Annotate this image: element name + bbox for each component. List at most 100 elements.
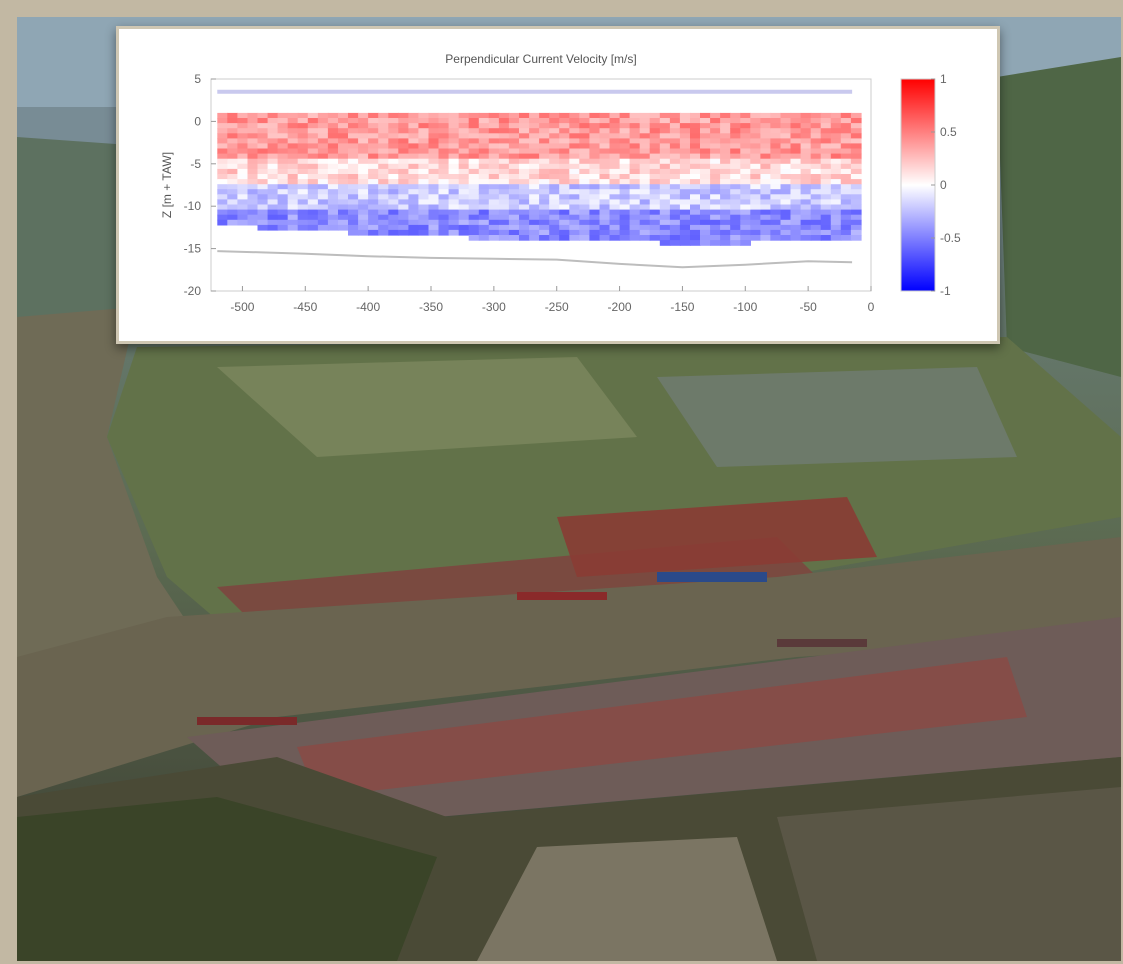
heatmap-cell (297, 199, 309, 206)
heatmap-cell (800, 209, 812, 216)
heatmap-cell (438, 163, 450, 170)
heatmap-cell (539, 163, 550, 170)
heatmap-cell (448, 168, 460, 175)
heatmap-cell (760, 224, 772, 231)
heatmap-cell (237, 204, 249, 211)
heatmap-cell (830, 118, 842, 124)
heatmap-cell (800, 214, 812, 221)
heatmap-cell (257, 214, 269, 221)
heatmap-cell (559, 128, 570, 134)
heatmap-cell (659, 184, 671, 190)
heatmap-cell (227, 112, 238, 119)
heatmap-cell (539, 204, 550, 211)
heatmap-cell (388, 209, 399, 216)
heatmap-cell (247, 189, 259, 195)
heatmap-cell (448, 133, 460, 139)
heatmap-cell (529, 174, 540, 180)
heatmap-cell (609, 138, 621, 145)
heatmap-cell (438, 123, 450, 129)
heatmap-cell (559, 143, 570, 150)
heatmap-cell (307, 133, 319, 139)
heatmap-cell (760, 138, 772, 145)
heatmap-cell (519, 123, 530, 129)
heatmap-cell (478, 174, 490, 180)
heatmap-cell (368, 214, 379, 221)
colorbar-tick-label: 0.5 (940, 125, 957, 139)
heatmap-cell (317, 158, 329, 165)
heatmap-cell (810, 153, 822, 160)
heatmap-cell (760, 219, 772, 226)
heatmap-cell (800, 118, 812, 124)
heatmap-cell (287, 189, 299, 195)
heatmap-cell (629, 112, 641, 119)
heatmap-cell (760, 118, 772, 124)
heatmap-cell (478, 194, 490, 200)
heatmap-cell (448, 148, 460, 155)
heatmap-cell (428, 209, 440, 216)
heatmap-cell (750, 112, 761, 119)
heatmap-cell (669, 229, 681, 236)
heatmap-cell (448, 209, 460, 216)
heatmap-cell (700, 153, 711, 160)
heatmap-cell (700, 240, 711, 246)
heatmap-cell (529, 229, 540, 236)
heatmap-cell (579, 118, 590, 124)
heatmap-cell (327, 128, 339, 134)
heatmap-cell (579, 153, 590, 160)
heatmap-cell (690, 133, 701, 139)
heatmap-cell (720, 143, 731, 150)
heatmap-cell (539, 123, 550, 129)
heatmap-cell (508, 143, 520, 150)
heatmap-cell (408, 179, 420, 185)
heatmap-cell (850, 123, 862, 129)
heatmap-cell (780, 112, 792, 119)
heatmap-cell (277, 189, 289, 195)
heatmap-cell (307, 189, 319, 195)
heatmap-cell (810, 138, 822, 145)
heatmap-cell (679, 158, 691, 165)
heatmap-cell (619, 133, 631, 139)
heatmap-cell (669, 133, 681, 139)
heatmap-cell (770, 112, 782, 119)
heatmap-cell (307, 214, 319, 221)
heatmap-cell (418, 199, 430, 206)
heatmap-cell (428, 224, 440, 231)
heatmap-cell (307, 112, 319, 119)
heatmap-cell (227, 163, 238, 170)
heatmap-cell (257, 118, 269, 124)
heatmap-cell (800, 174, 812, 180)
heatmap-cell (498, 143, 510, 150)
heatmap-cell (267, 189, 279, 195)
heatmap-cell (297, 148, 309, 155)
heatmap-cell (488, 209, 500, 216)
heatmap-cell (720, 179, 731, 185)
heatmap-cell (740, 112, 751, 119)
heatmap-cell (810, 168, 822, 175)
heatmap-cell (277, 123, 289, 129)
heatmap-cell (830, 143, 842, 150)
heatmap-cell (559, 133, 570, 139)
heatmap-cell (720, 204, 731, 211)
heatmap-cell (669, 179, 681, 185)
heatmap-cell (609, 224, 621, 231)
heatmap-cell (750, 179, 761, 185)
heatmap-cell (629, 199, 641, 206)
heatmap-cell (609, 123, 621, 129)
heatmap-cell (579, 189, 590, 195)
heatmap-cell (498, 229, 510, 236)
heatmap-cell (639, 204, 651, 211)
heatmap-cell (327, 174, 339, 180)
heatmap-cell (327, 148, 339, 155)
heatmap-cell (730, 219, 741, 226)
heatmap-cell (740, 235, 751, 241)
heatmap-cell (468, 199, 480, 206)
heatmap-cell (529, 235, 540, 241)
heatmap-cell (679, 112, 691, 119)
heatmap-cell (569, 224, 580, 231)
heatmap-cell (498, 168, 510, 175)
heatmap-cell (559, 214, 570, 221)
heatmap-cell (740, 194, 751, 200)
heatmap-cell (810, 148, 822, 155)
heatmap-cell (237, 189, 249, 195)
heatmap-cell (388, 229, 399, 236)
